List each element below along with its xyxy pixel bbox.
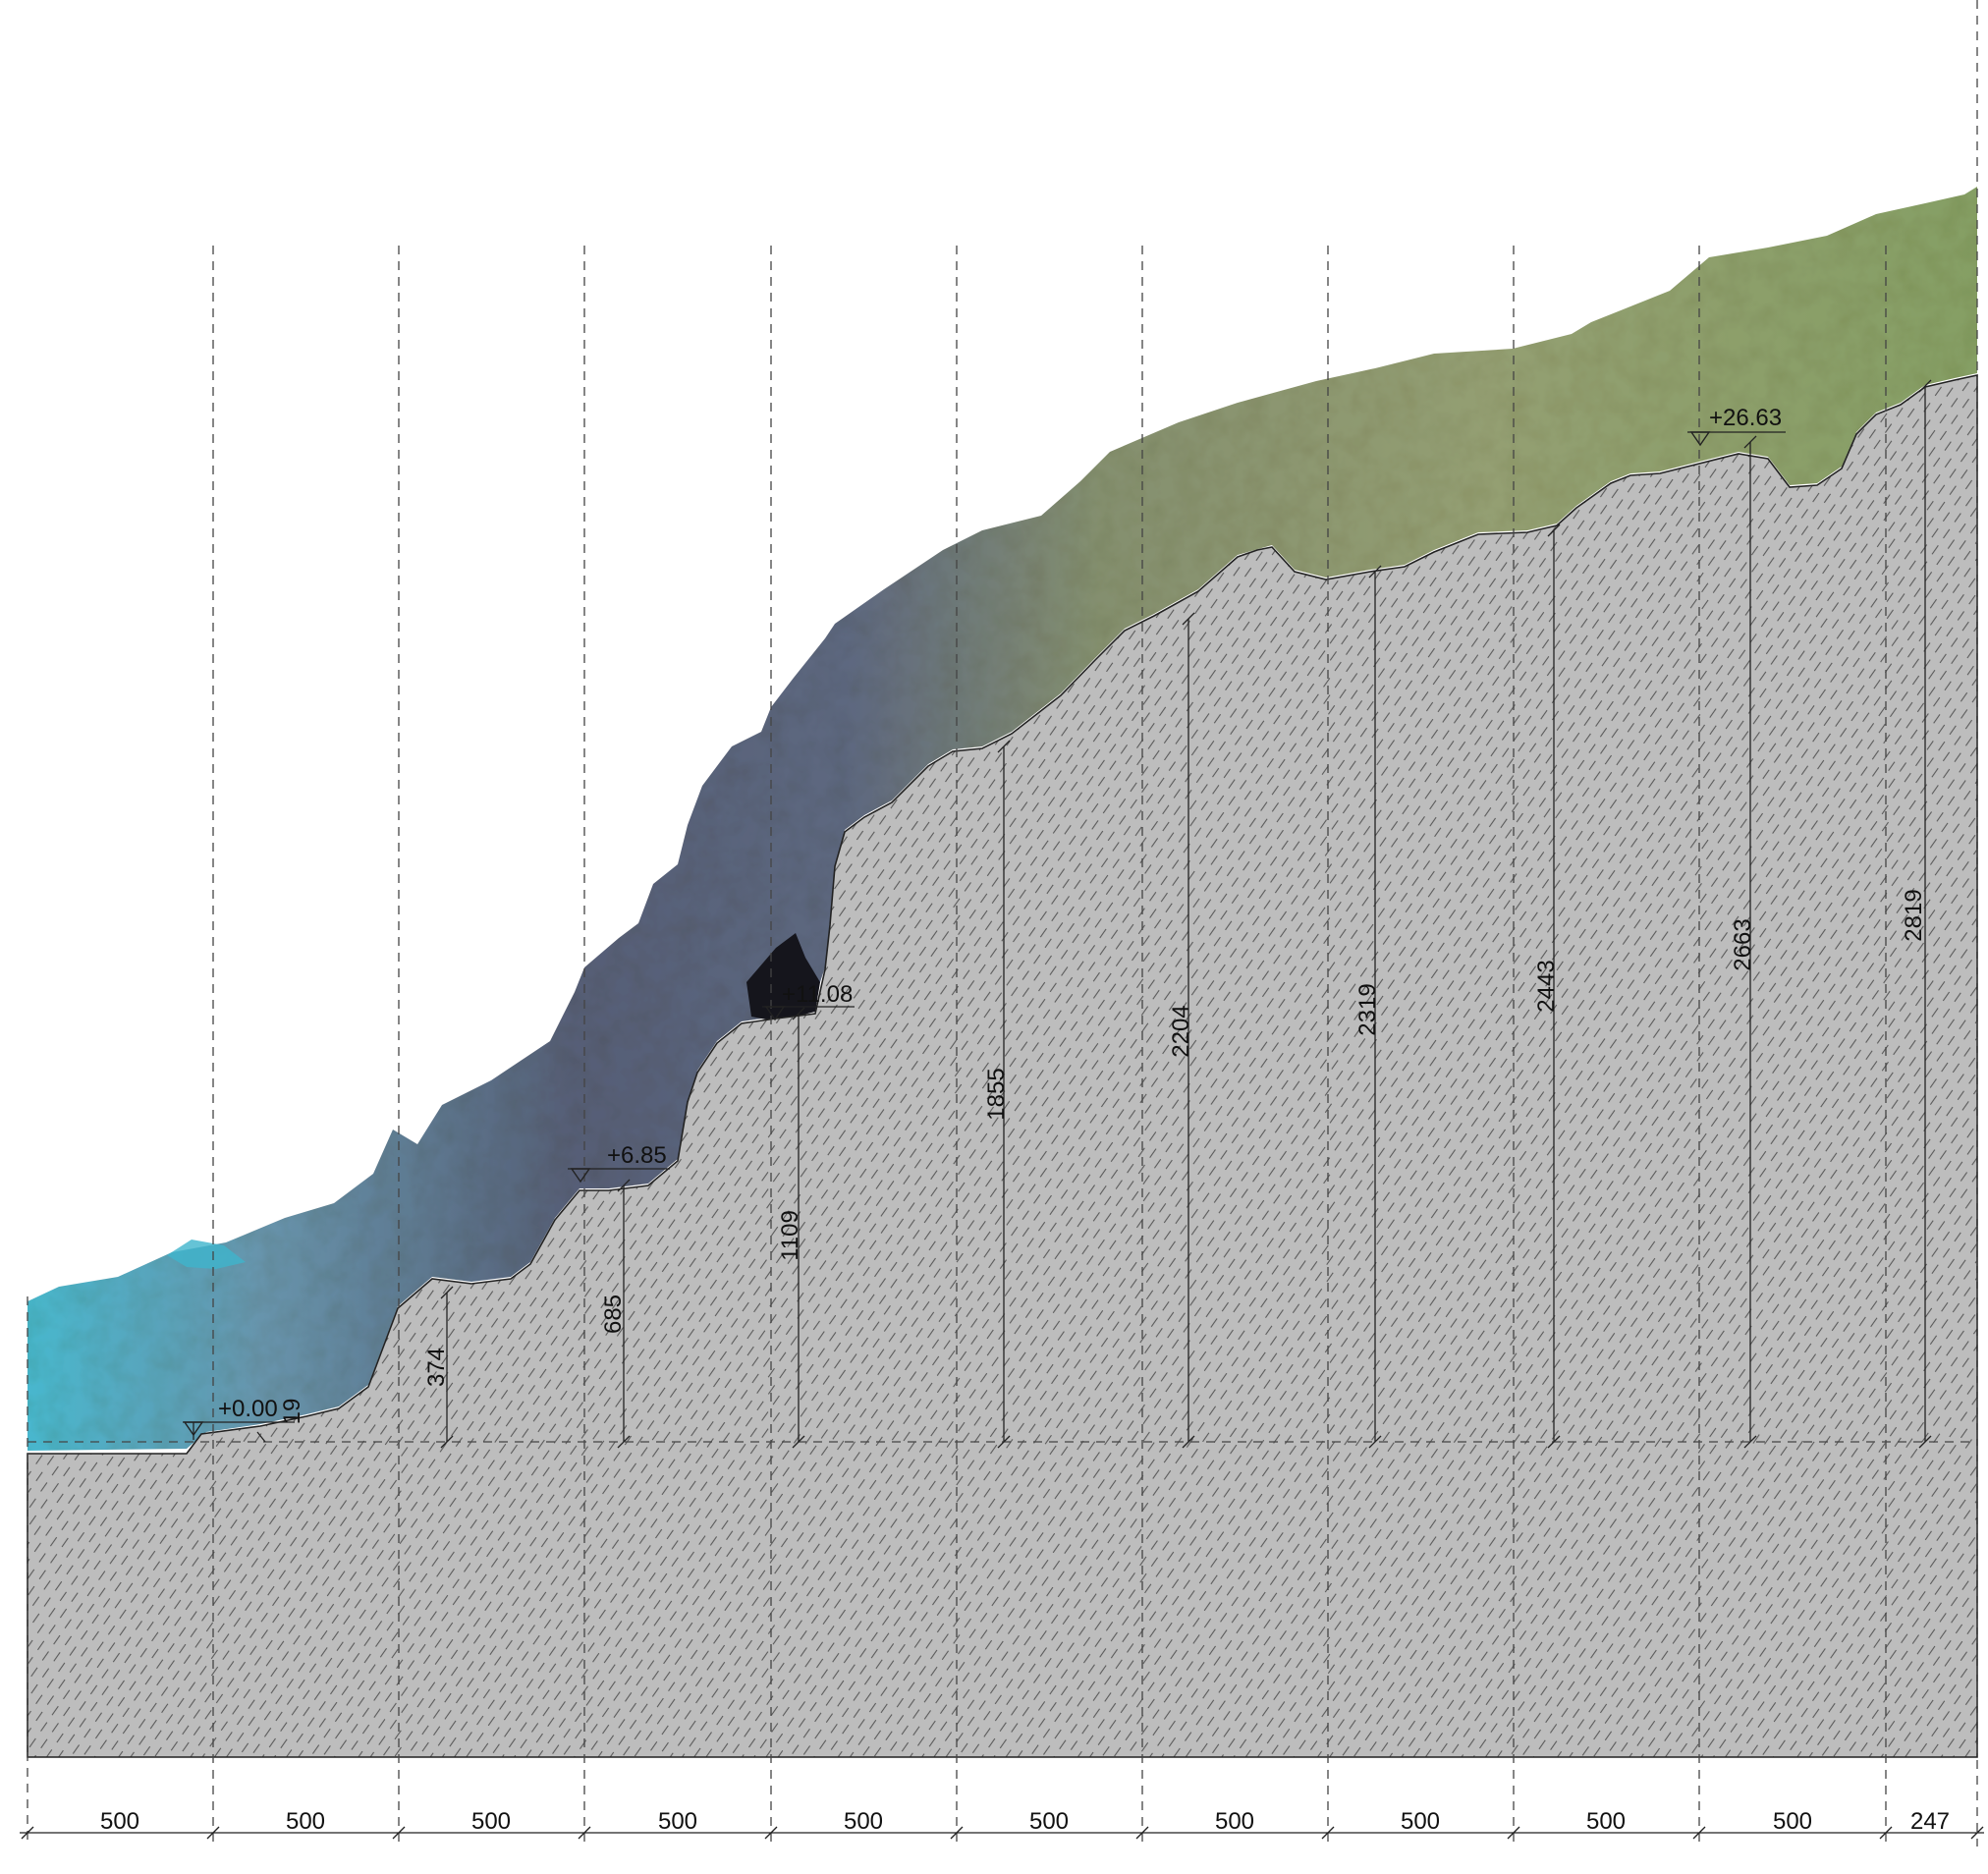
height-label: 1855	[983, 1068, 1010, 1120]
spacing-labels: 500 500 500 500 500 500 500 500 500 500 …	[100, 1808, 1950, 1835]
height-label: 2204	[1168, 1005, 1194, 1057]
dimension-tick	[1692, 1826, 1706, 1840]
dimension-tick	[1879, 1826, 1893, 1840]
height-label: 1109	[777, 1210, 803, 1261]
sea-splash	[167, 1240, 246, 1269]
spacing-label: 500	[1401, 1808, 1440, 1835]
dimension-tick	[1970, 1826, 1984, 1840]
dimension-tick	[1135, 1826, 1149, 1840]
height-label: 2319	[1354, 983, 1381, 1035]
elevation-label: +6.85	[607, 1142, 667, 1169]
dimension-tick	[950, 1826, 964, 1840]
height-labels: 374 685 1109 1855 2204 2319 2443 2663 28…	[423, 889, 1927, 1387]
height-dimension-tick	[1368, 565, 1382, 579]
height-dimension-tick	[1182, 612, 1195, 626]
height-dimension-tick	[792, 1007, 805, 1020]
dimension-tick	[764, 1826, 778, 1840]
elevation-marker: +11.08	[762, 981, 855, 1021]
dimension-tick	[392, 1826, 406, 1840]
height-dimension-tick	[792, 1435, 805, 1449]
dimension-tick	[1321, 1826, 1335, 1840]
height-dimension-tick	[997, 740, 1011, 753]
dimension-ticks	[21, 1826, 1984, 1840]
height-dimension-lines	[440, 379, 1932, 1449]
height-dimension-tick	[1547, 524, 1561, 537]
height-label: 374	[423, 1348, 450, 1387]
height-dimension-tick	[1182, 1435, 1195, 1449]
terrain-surface-texture	[28, 187, 1977, 1451]
dimension-tick	[578, 1826, 591, 1840]
spacing-label: 500	[1773, 1808, 1812, 1835]
spacing-label: 500	[658, 1808, 697, 1835]
cave-opening	[746, 933, 820, 1021]
spacing-label: 500	[100, 1808, 139, 1835]
elevation-label: +11.08	[782, 981, 853, 1008]
height-dimension-tick	[617, 1435, 631, 1449]
ground-section-hatched	[27, 374, 1978, 1758]
elevation-marker: +26.63	[1687, 405, 1786, 447]
elevation-marker: +0.00 19	[183, 1396, 305, 1443]
spacing-label: 247	[1910, 1808, 1950, 1835]
spacing-label: 500	[471, 1808, 511, 1835]
height-label: 685	[600, 1295, 627, 1334]
height-dimension-tick	[997, 1435, 1011, 1449]
height-dimension-tick	[1918, 379, 1932, 393]
spacing-label: 500	[1029, 1808, 1069, 1835]
height-dimension-tick	[1547, 1435, 1561, 1449]
spacing-label: 500	[1215, 1808, 1254, 1835]
height-dimension-tick	[440, 1435, 454, 1449]
dimension-tick	[21, 1826, 34, 1840]
height-dimension-tick	[1918, 1435, 1932, 1449]
elevation-marker: +6.85	[568, 1142, 670, 1184]
height-label: 2663	[1730, 918, 1756, 970]
height-dimension-tick	[1743, 1435, 1757, 1449]
height-label: 2819	[1901, 889, 1927, 941]
dimension-tick	[1507, 1826, 1520, 1840]
height-label: 2443	[1533, 960, 1560, 1012]
elevation-label: +26.63	[1709, 405, 1782, 431]
dimension-tick	[206, 1826, 220, 1840]
spacing-label: 500	[286, 1808, 325, 1835]
spacing-label: 500	[844, 1808, 883, 1835]
height-dimension-tick	[1368, 1435, 1382, 1449]
small-dimension-label: 19	[279, 1399, 305, 1425]
height-dimension-tick	[1743, 435, 1757, 449]
spacing-label: 500	[1586, 1808, 1626, 1835]
height-dimension-tick	[440, 1286, 454, 1299]
height-dimension-tick	[617, 1179, 631, 1192]
elevation-label: +0.00	[218, 1396, 278, 1422]
